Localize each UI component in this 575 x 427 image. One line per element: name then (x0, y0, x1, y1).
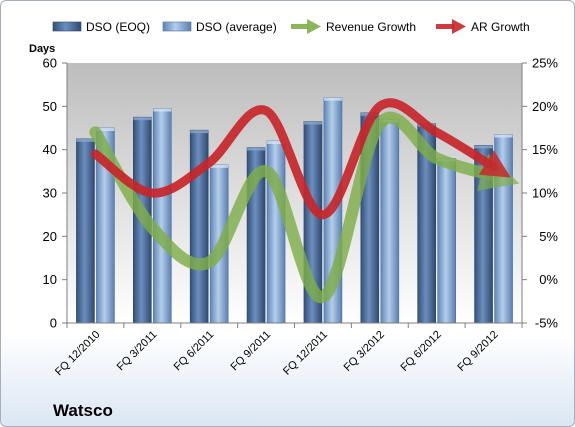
y2-tick-label: 20% (532, 99, 558, 114)
legend-label-ar-growth: AR Growth (471, 20, 530, 34)
bar-dso-average (380, 119, 400, 324)
y2-tick-label: 25% (532, 56, 558, 71)
y2-tick-label: 0% (539, 272, 558, 287)
x-tick-label: FQ 6/2011 (172, 329, 217, 374)
y2-tick-label: -5% (535, 316, 559, 331)
legend-label-dso-eoq: DSO (EOQ) (86, 20, 150, 34)
legend-arrow-ar-growth (452, 19, 466, 34)
y-tick-label: 60 (43, 56, 57, 71)
line-ar-growth (90, 98, 511, 220)
bar-cap-dso-average (267, 141, 286, 144)
x-tick-label: FQ 9/2012 (455, 329, 500, 374)
y-tick-label: 30 (43, 186, 57, 201)
y-tick-label: 20 (43, 229, 57, 244)
bar-dso-average (153, 108, 172, 324)
bar-cap-dso-eoq (474, 145, 493, 149)
y-tick-label: 40 (43, 142, 57, 157)
company-name: Watsco (53, 401, 113, 420)
legend-swatch-dso-eoq (52, 21, 82, 32)
bar-dso-eoq (76, 138, 95, 324)
x-tick-label: FQ 12/2011 (281, 329, 330, 378)
bar-cap-dso-average (494, 134, 513, 138)
bar-cap-dso-eoq (190, 130, 209, 134)
legend-label-revenue-growth: Revenue Growth (326, 20, 416, 34)
bar-cap-dso-average (210, 164, 229, 168)
x-tick-label: FQ 9/2011 (229, 329, 274, 374)
x-tick-label: FQ 6/2012 (399, 329, 444, 374)
legend-label-dso-average: DSO (average) (196, 20, 277, 34)
y-tick-label: 50 (43, 99, 57, 114)
legend-swatch-dso-average (162, 21, 192, 32)
legend-arrow-revenue-growth (307, 19, 321, 34)
bar-dso-average (437, 158, 456, 324)
bar-cap-dso-eoq (247, 147, 266, 151)
line-revenue-growth (89, 111, 520, 304)
legend: DSO (EOQ) DSO (average) Revenue Growth AR G… (52, 19, 530, 34)
bar-dso-average (494, 134, 513, 324)
y-tick-label: 0 (50, 316, 57, 331)
bar-cap-dso-eoq (76, 138, 95, 142)
x-tick-label: FQ 3/2011 (115, 329, 160, 374)
lines-layer (89, 98, 520, 304)
y-axis-title: Days (29, 43, 55, 55)
y2-tick-label: 10% (532, 186, 558, 201)
x-tick-label: FQ 12/2010 (53, 329, 103, 379)
bar-dso-eoq (189, 129, 209, 324)
y2-tick-label: 5% (539, 229, 558, 244)
y-tick-label: 10 (43, 272, 57, 287)
y2-tick-label: 15% (532, 142, 558, 157)
bar-cap-dso-average (323, 97, 342, 101)
x-tick-label: FQ 3/2012 (342, 329, 387, 374)
bar-cap-dso-average (96, 128, 115, 131)
bar-cap-dso-average (153, 108, 172, 112)
bar-cap-dso-eoq (133, 117, 152, 121)
bar-cap-dso-eoq (303, 121, 322, 125)
